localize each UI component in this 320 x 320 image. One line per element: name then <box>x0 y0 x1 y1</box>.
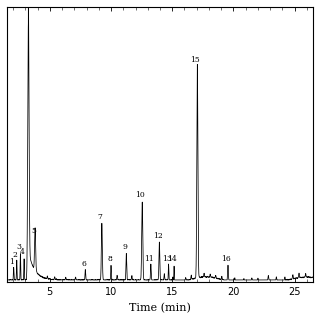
Text: 2: 2 <box>13 251 18 259</box>
Text: 9: 9 <box>122 244 127 252</box>
Text: 4: 4 <box>20 248 25 256</box>
Text: 8: 8 <box>107 255 112 263</box>
Text: 3: 3 <box>16 244 21 252</box>
X-axis label: Time (min): Time (min) <box>129 303 191 313</box>
Text: 6: 6 <box>81 260 86 268</box>
Text: 15: 15 <box>190 56 200 64</box>
Text: 7: 7 <box>98 212 103 220</box>
Text: 16: 16 <box>221 255 231 263</box>
Text: 13: 13 <box>162 255 172 263</box>
Text: 1: 1 <box>9 258 14 266</box>
Text: 14: 14 <box>168 255 177 263</box>
Text: 5: 5 <box>31 227 36 235</box>
Text: 12: 12 <box>153 232 163 240</box>
Text: 10: 10 <box>135 191 145 199</box>
Text: 11: 11 <box>144 255 154 263</box>
